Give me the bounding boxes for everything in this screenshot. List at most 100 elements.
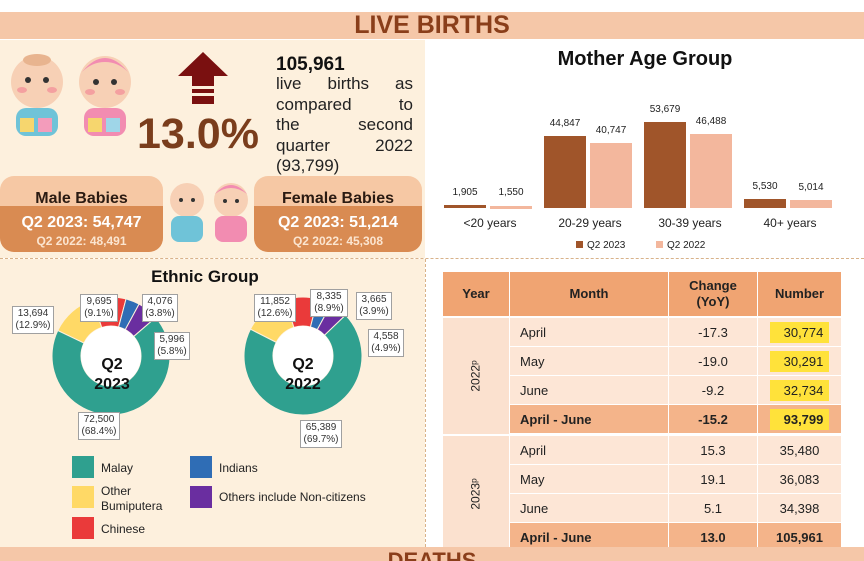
total-births: 105,961 bbox=[276, 54, 345, 75]
table-row-month: April - June bbox=[510, 405, 668, 433]
table-row-change: -19.0 bbox=[669, 347, 757, 375]
callout-2022-chinese: 8,335 (8.9%) bbox=[310, 289, 348, 317]
male-title: Male Babies bbox=[35, 190, 128, 207]
title-bar bbox=[0, 12, 864, 39]
bar-category-label: 20-29 years bbox=[558, 216, 622, 230]
callout-2023-indians: 4,076 (3.8%) bbox=[142, 294, 178, 322]
female-strip bbox=[254, 206, 422, 252]
callout-2023-other-bumi: 13,694 (12.9%) bbox=[12, 306, 54, 334]
table-year-label: 2023ᵖ bbox=[468, 478, 483, 510]
next-section-bar: DEATHS bbox=[0, 547, 864, 561]
table-row-change: 15.3 bbox=[669, 436, 757, 464]
page-title: LIVE BIRTHS bbox=[354, 11, 510, 39]
male-strip bbox=[0, 206, 163, 252]
table-row-number: 36,083 bbox=[758, 465, 841, 493]
table-row-number: 30,291 bbox=[758, 347, 841, 375]
callout-2022-indians: 3,665 (3.9%) bbox=[356, 292, 392, 320]
up-arrow-icon bbox=[178, 52, 228, 104]
bar-q2-2023-1 bbox=[544, 136, 586, 208]
table-header: Change (YoY) bbox=[669, 272, 757, 316]
male-babies-card: Male Babies Q2 2023: 54,747 Q2 2022: 48,… bbox=[0, 176, 163, 252]
female-babies-card: Female Babies Q2 2023: 51,214 Q2 2022: 4… bbox=[254, 176, 422, 252]
legend-swatch-others bbox=[190, 486, 212, 508]
ethnic-title: Ethnic Group bbox=[151, 267, 259, 286]
legend-swatch-q2-2023 bbox=[576, 241, 583, 248]
bar-q2-2023-2 bbox=[644, 122, 686, 208]
table-row-month: April bbox=[510, 318, 668, 346]
bar-q2-2023-0 bbox=[444, 204, 486, 208]
baby-boy-icon bbox=[11, 54, 63, 136]
table-number-value: 93,799 bbox=[769, 408, 830, 430]
callout-2023-chinese: 9,695 (9.1%) bbox=[80, 294, 118, 322]
ethnic-panel bbox=[0, 259, 425, 547]
bar-value-label: 46,488 bbox=[695, 115, 727, 127]
table-row-number: 93,799 bbox=[758, 405, 841, 433]
table-row-month: June bbox=[510, 376, 668, 404]
callout-2023-malay: 72,500 (68.4%) bbox=[78, 412, 120, 440]
male-previous: Q2 2022: 48,491 bbox=[36, 234, 127, 248]
legend-swatch-chinese bbox=[72, 517, 94, 539]
bar-value-label: 40,747 bbox=[595, 124, 627, 136]
table-number-value: 32,734 bbox=[769, 379, 830, 401]
bar-value-label: 53,679 bbox=[649, 104, 681, 116]
table-row-number: 32,734 bbox=[758, 376, 841, 404]
legend-swatch-malay bbox=[72, 456, 94, 478]
bar-q2-2022-0 bbox=[490, 205, 532, 209]
bar-value-label: 1,905 bbox=[452, 186, 478, 198]
table-row-month: April bbox=[510, 436, 668, 464]
bar-q2-2022-3 bbox=[790, 199, 832, 208]
table-number-value: 36,083 bbox=[779, 471, 820, 487]
table-number-value: 105,961 bbox=[776, 529, 823, 545]
table-number-value: 34,398 bbox=[779, 500, 820, 516]
dashed-divider bbox=[0, 258, 864, 259]
callout-2022-other-bumi: 11,852 (12.6%) bbox=[254, 294, 296, 322]
donut-hole bbox=[81, 326, 141, 386]
table-row-change: -17.3 bbox=[669, 318, 757, 346]
small-babies-icon bbox=[170, 183, 248, 242]
table-header: Year bbox=[443, 272, 509, 316]
table-row-change: -9.2 bbox=[669, 376, 757, 404]
table-row-month: April - June bbox=[510, 523, 668, 551]
table-year-cell: 2023ᵖ bbox=[443, 436, 509, 552]
bar-value-label: 5,530 bbox=[752, 181, 778, 193]
table-row-month: May bbox=[510, 465, 668, 493]
table-row-number: 30,774 bbox=[758, 318, 841, 346]
callout-2023-others: 5,996 (5.8%) bbox=[154, 332, 190, 360]
legend-indians: Indians bbox=[219, 461, 258, 475]
bar-chart-title: Mother Age Group bbox=[557, 48, 733, 70]
bar-chart: 1,905 1,550 <20 years 44,847 40,747 20-29 yea… bbox=[440, 80, 850, 230]
table-row-number: 34,398 bbox=[758, 494, 841, 522]
table-year-cell: 2022ᵖ bbox=[443, 318, 509, 434]
bar-value-label: 1,550 bbox=[498, 187, 524, 198]
legend-swatch-indians bbox=[190, 456, 212, 478]
bar-category-label: 40+ years bbox=[763, 216, 817, 230]
bar-q2-2023-3 bbox=[744, 199, 786, 208]
bar-value-label: 44,847 bbox=[549, 118, 581, 130]
donut-hole bbox=[273, 326, 333, 386]
table-row-number: 105,961 bbox=[758, 523, 841, 551]
table-number-value: 30,774 bbox=[769, 321, 830, 343]
bar-q2-2022-1 bbox=[590, 142, 632, 208]
table-row-change: 5.1 bbox=[669, 494, 757, 522]
table-number-value: 35,480 bbox=[779, 442, 820, 458]
births-table: Year Month Change (YoY) Number 2022ᵖ April -17… bbox=[443, 272, 841, 552]
callout-2022-malay: 65,389 (69.7%) bbox=[300, 420, 342, 448]
table-row-month: May bbox=[510, 347, 668, 375]
donut-2023-center: Q2 2023 bbox=[94, 356, 130, 393]
legend-label-q2-2023: Q2 2023 bbox=[587, 240, 626, 251]
table-header: Number bbox=[758, 272, 841, 316]
bar-q2-2022-2 bbox=[690, 133, 732, 208]
percent-change: 13.0% bbox=[137, 110, 259, 158]
female-title: Female Babies bbox=[281, 190, 395, 207]
summary-description: live births as compared to the second quarte… bbox=[276, 74, 413, 175]
donut-2022-center: Q2 2022 bbox=[285, 356, 321, 393]
female-current: Q2 2023: 51,214 bbox=[277, 214, 399, 231]
legend-others: Others include Non-citizens bbox=[219, 490, 366, 504]
table-year-label: 2022ᵖ bbox=[468, 360, 483, 392]
legend-swatch-other-bumi bbox=[72, 486, 94, 508]
callout-2022-others: 4,558 (4.9%) bbox=[368, 329, 404, 357]
bar-category-label: 30-39 years bbox=[658, 216, 722, 230]
legend-other-bumi: Other Bumiputera bbox=[101, 484, 163, 513]
table-row-change: 13.0 bbox=[669, 523, 757, 551]
legend-swatch-q2-2022 bbox=[656, 241, 663, 248]
